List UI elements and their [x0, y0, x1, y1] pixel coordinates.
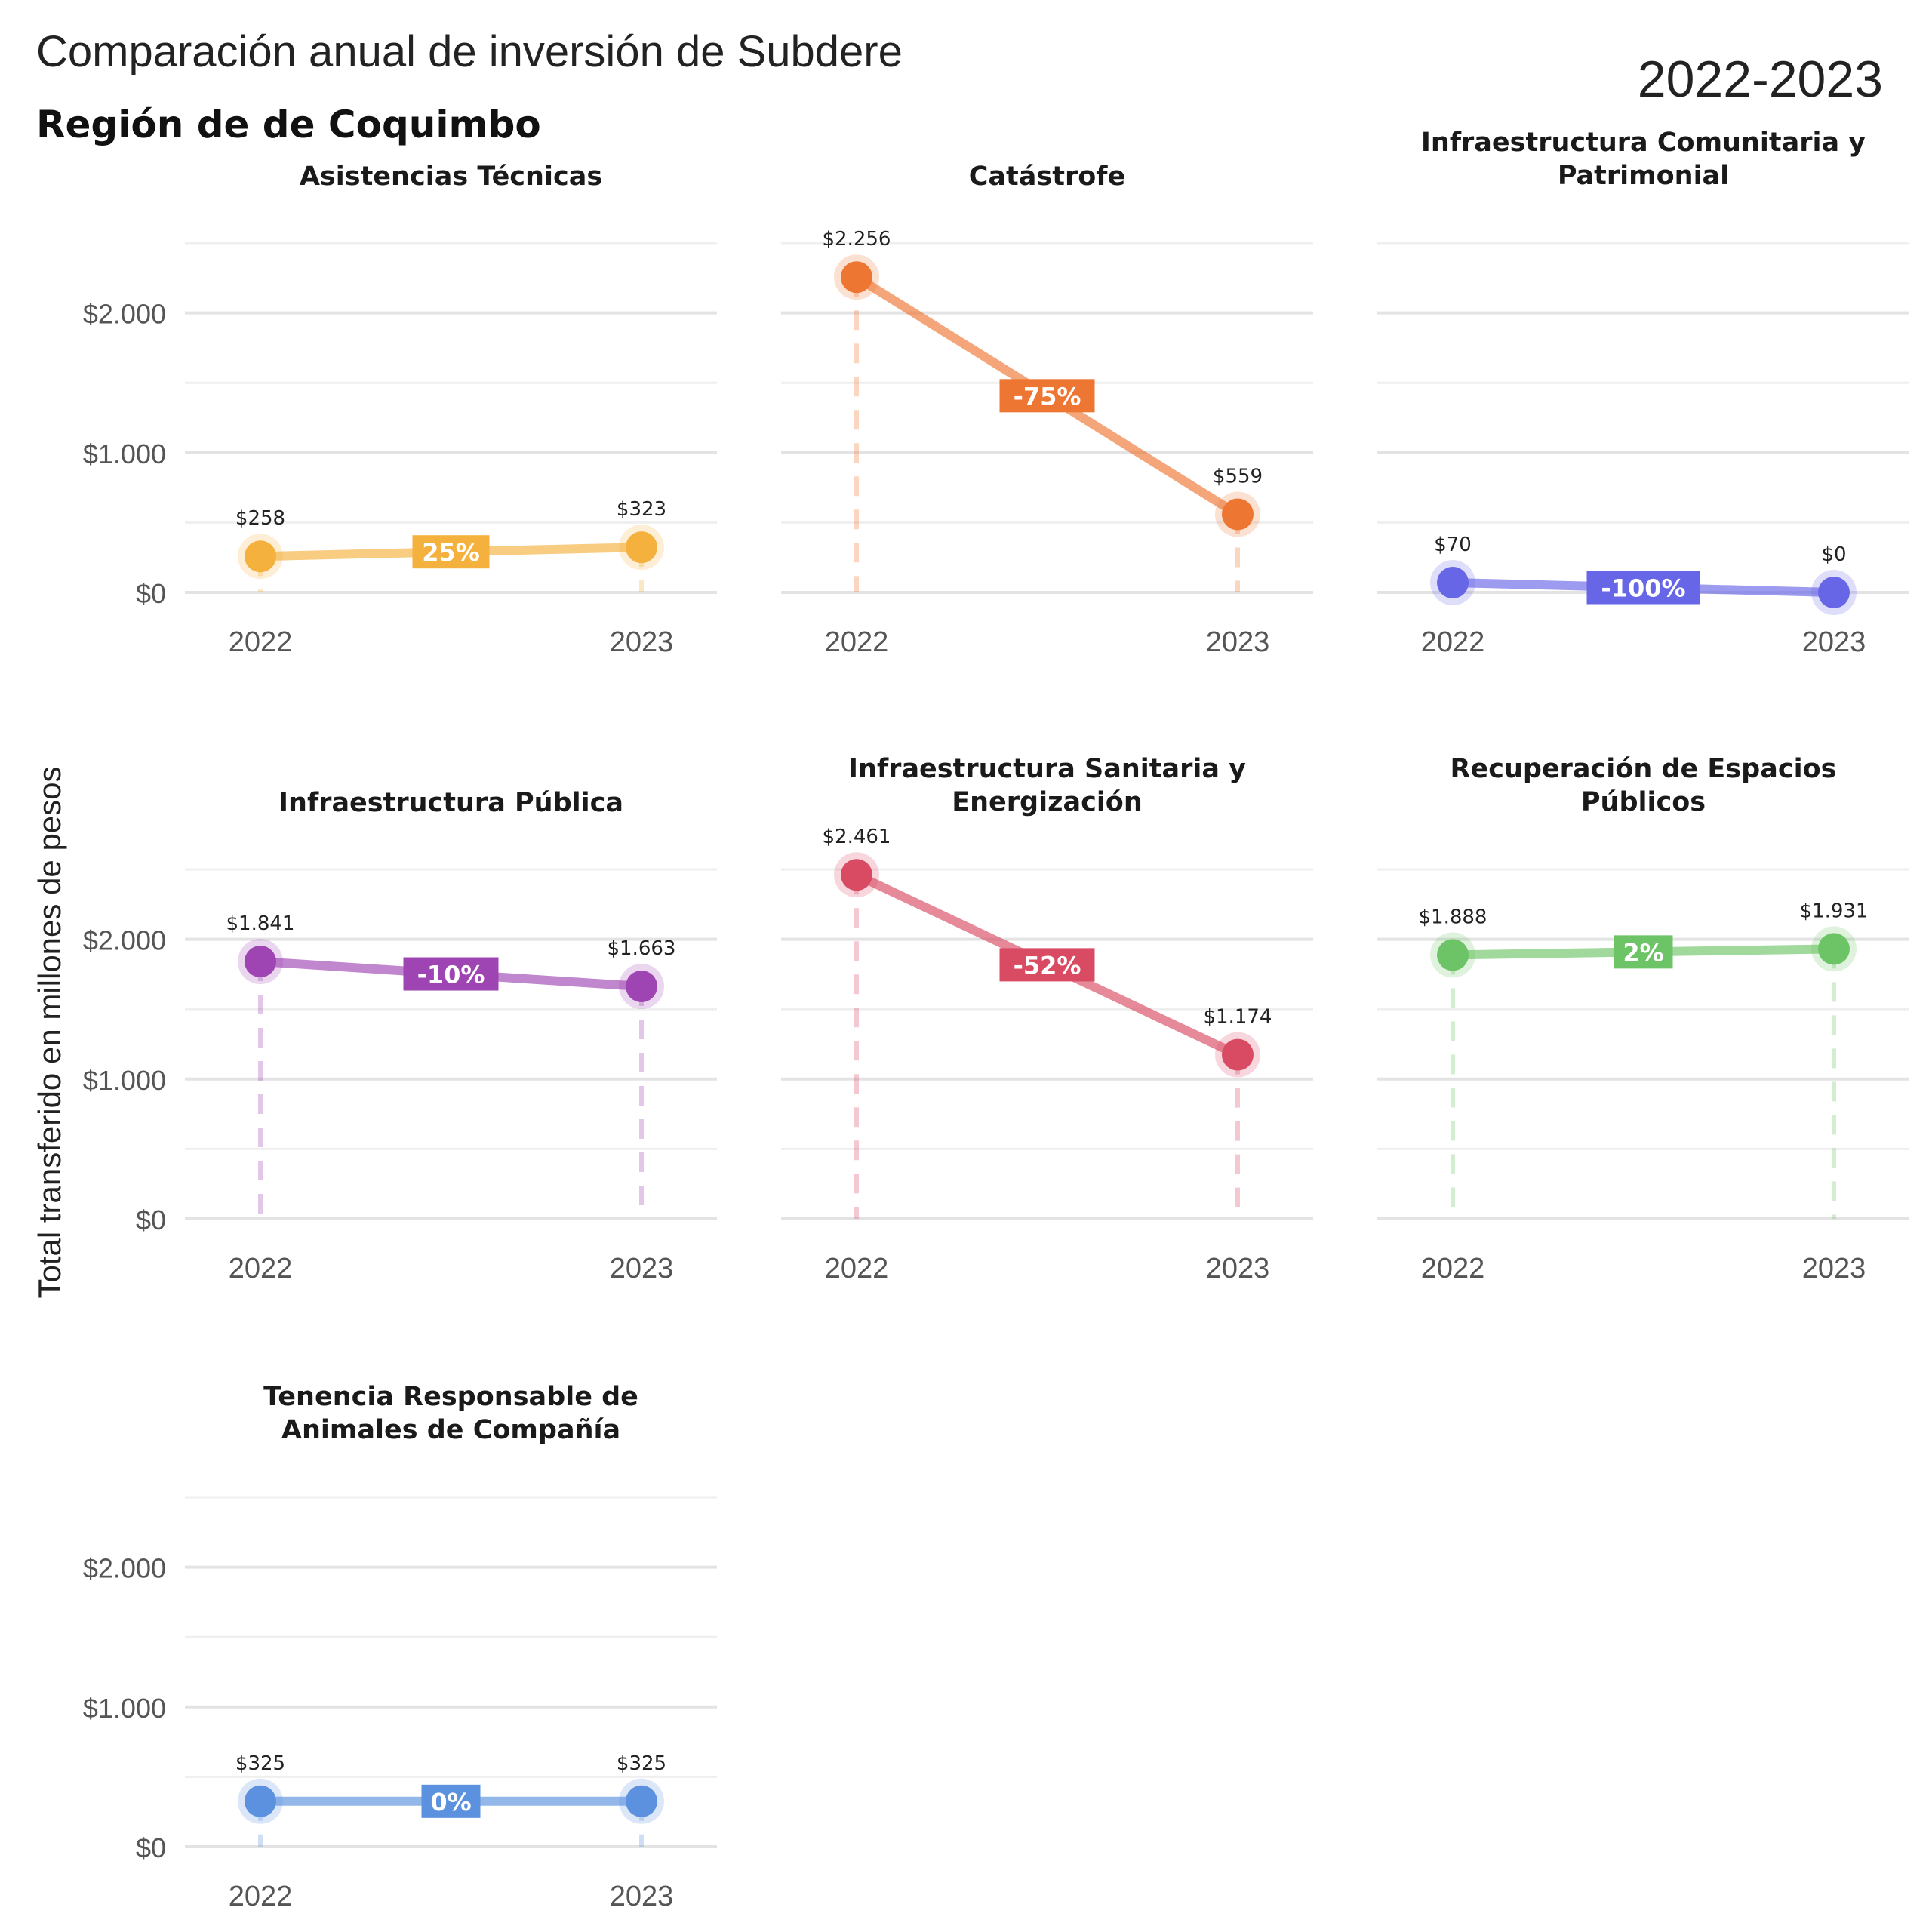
y-tick-label: $0	[136, 1832, 166, 1863]
x-tick-label: 2022	[229, 626, 293, 658]
data-point	[841, 261, 872, 294]
y-tick-label: $0	[136, 1204, 166, 1235]
x-tick-label: 2022	[229, 1253, 293, 1284]
y-tick-label: $1.000	[83, 1693, 166, 1724]
chart-subtitle: Región de de Coquimbo	[36, 103, 541, 146]
value-label: $325	[235, 1752, 285, 1775]
x-tick-label: 2023	[610, 1253, 674, 1284]
x-tick-label: 2023	[610, 626, 674, 658]
panel-title: Tenencia Responsable de	[263, 1382, 638, 1412]
change-label: -100%	[1601, 574, 1685, 603]
panel-title: Infraestructura Comunitaria y	[1421, 128, 1866, 158]
x-tick-label: 2022	[825, 1253, 889, 1284]
value-label: $559	[1213, 465, 1263, 488]
change-badge	[403, 957, 499, 991]
data-point	[245, 946, 276, 978]
y-tick-label: $2.000	[83, 1553, 166, 1584]
panel-title: Animales de Compañía	[281, 1415, 620, 1445]
data-point	[1818, 577, 1850, 608]
data-point	[1437, 939, 1469, 971]
change-label: 25%	[422, 538, 480, 567]
value-label: $1.663	[608, 937, 676, 960]
y-tick-label: $2.000	[83, 299, 166, 330]
value-label: $258	[235, 507, 285, 530]
change-badge	[1586, 571, 1700, 605]
x-tick-label: 2023	[610, 1881, 674, 1912]
panel-3: Infraestructura Comunitaria yPatrimonial…	[1377, 128, 1909, 658]
panel-title: Infraestructura Pública	[278, 788, 623, 818]
panel-1: $0 $1.000 $2.000 Asistencias Técnicas 2022 20…	[83, 162, 717, 658]
x-tick-label: 2022	[229, 1881, 293, 1912]
y-tick-label: $2.000	[83, 925, 166, 956]
value-label: $2.461	[823, 826, 891, 848]
change-label: -75%	[1014, 382, 1081, 411]
value-label: $1.174	[1204, 1006, 1272, 1029]
y-axis-title: Total transferido en millones de pesos	[32, 766, 67, 1298]
value-label: $323	[617, 498, 666, 521]
change-label: -52%	[1014, 951, 1081, 980]
panels-group: $0 $1.000 $2.000 Asistencias Técnicas 2022 20…	[83, 128, 1909, 1912]
data-point	[1222, 1038, 1254, 1071]
change-label: 2%	[1623, 938, 1663, 967]
data-point	[1222, 498, 1254, 531]
panel-4: $0 $1.000 $2.000 Infraestructura Pública 202…	[83, 788, 717, 1284]
value-label: $2.256	[823, 228, 891, 251]
x-tick-label: 2023	[1802, 626, 1866, 658]
change-badge	[421, 1784, 481, 1818]
y-tick-label: $0	[136, 578, 166, 609]
data-point	[626, 1785, 657, 1817]
x-tick-label: 2022	[1421, 1253, 1485, 1284]
data-point	[1437, 567, 1469, 599]
y-tick-label: $1.000	[83, 438, 166, 469]
x-tick-label: 2023	[1206, 626, 1270, 658]
panel-title: Patrimonial	[1558, 161, 1729, 191]
value-label: $325	[617, 1752, 666, 1775]
data-point	[245, 1785, 276, 1817]
data-point	[841, 859, 872, 891]
panel-title: Energización	[952, 787, 1143, 817]
data-point	[1818, 933, 1850, 965]
panel-title: Infraestructura Sanitaria y	[848, 754, 1246, 784]
period-label: 2022-2023	[1638, 51, 1883, 108]
change-badge	[412, 535, 490, 569]
value-label: $1.888	[1419, 906, 1487, 928]
data-point	[626, 971, 657, 1003]
data-point	[245, 540, 276, 573]
value-label: $70	[1434, 534, 1472, 556]
value-label: $1.841	[226, 912, 295, 935]
panel-title: Recuperación de Espacios	[1451, 754, 1837, 784]
change-label: -10%	[417, 961, 485, 989]
change-badge	[999, 379, 1095, 413]
panel-title: Asistencias Técnicas	[300, 162, 602, 192]
value-label: $0	[1821, 543, 1846, 566]
change-badge	[999, 948, 1095, 982]
data-point	[626, 531, 657, 564]
value-label: $1.931	[1800, 900, 1869, 922]
panel-title: Públicos	[1581, 787, 1706, 817]
chart-title: Comparación anual de inversión de Subder…	[36, 27, 903, 76]
change-badge	[1614, 935, 1673, 969]
x-tick-label: 2022	[825, 626, 889, 658]
change-label: 0%	[430, 1788, 471, 1817]
x-tick-label: 2023	[1206, 1253, 1270, 1284]
panel-2: Catástrofe 2022 2023 $2.256 $559 -75%	[781, 162, 1313, 658]
panel-title: Catástrofe	[969, 162, 1126, 192]
y-tick-label: $1.000	[83, 1065, 166, 1096]
x-tick-label: 2023	[1802, 1253, 1866, 1284]
x-tick-label: 2022	[1421, 626, 1485, 658]
panel-7: $0 $1.000 $2.000 Tenencia Responsable deAni…	[83, 1382, 717, 1912]
